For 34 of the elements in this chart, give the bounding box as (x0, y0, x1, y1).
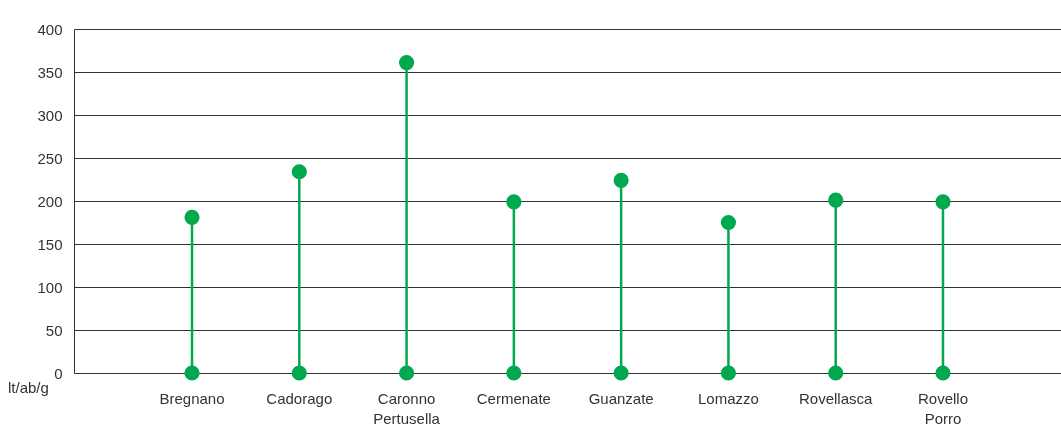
point (506, 365, 522, 381)
point (613, 365, 629, 381)
y-tick-label: 350 (37, 63, 63, 81)
x-tick-label: Rovello Porro (917, 389, 968, 427)
y-tick-label: 100 (37, 278, 63, 296)
y-tick-label: 200 (37, 192, 63, 210)
point (828, 365, 844, 381)
y-tick-label: 300 (37, 106, 63, 124)
y-tick-label: 250 (37, 149, 63, 167)
point (828, 192, 844, 208)
point (184, 365, 200, 381)
x-tick-label: Cermenate (476, 389, 551, 407)
x-tick-label: Cadorago (266, 389, 333, 407)
point (506, 194, 522, 210)
point (398, 365, 415, 381)
y-tick-label: 50 (45, 321, 63, 339)
y-tick-label: 400 (37, 20, 63, 38)
x-tick-label: Caronno Pertusella (373, 389, 441, 427)
point (720, 214, 737, 231)
point (291, 164, 307, 180)
y-axis-title: lt/ab/g (8, 379, 49, 396)
y-tick-label: 0 (54, 364, 63, 382)
point (935, 365, 951, 381)
point (398, 54, 415, 71)
point (184, 209, 200, 225)
x-tick-label: Rovellasca (799, 389, 874, 407)
x-tick-label: Bregnano (159, 389, 225, 407)
y-tick-label: 150 (37, 235, 63, 253)
x-tick-label: Guanzate (588, 389, 654, 407)
point (291, 365, 307, 381)
point (613, 172, 629, 188)
point (935, 194, 951, 210)
x-tick-label: Lomazzo (697, 389, 759, 407)
point (720, 365, 737, 381)
